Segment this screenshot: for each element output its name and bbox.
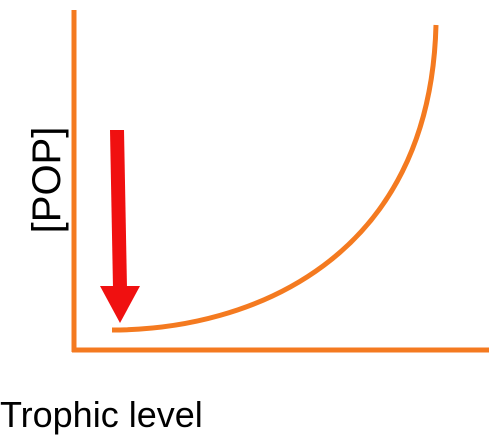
arrow-shaft: [110, 130, 127, 288]
arrow: [100, 130, 140, 323]
curve: [111, 24, 439, 333]
x-axis-label: Trophic level: [0, 394, 203, 435]
arrow-head: [100, 286, 140, 323]
y-axis-label: [POP]: [25, 127, 69, 234]
